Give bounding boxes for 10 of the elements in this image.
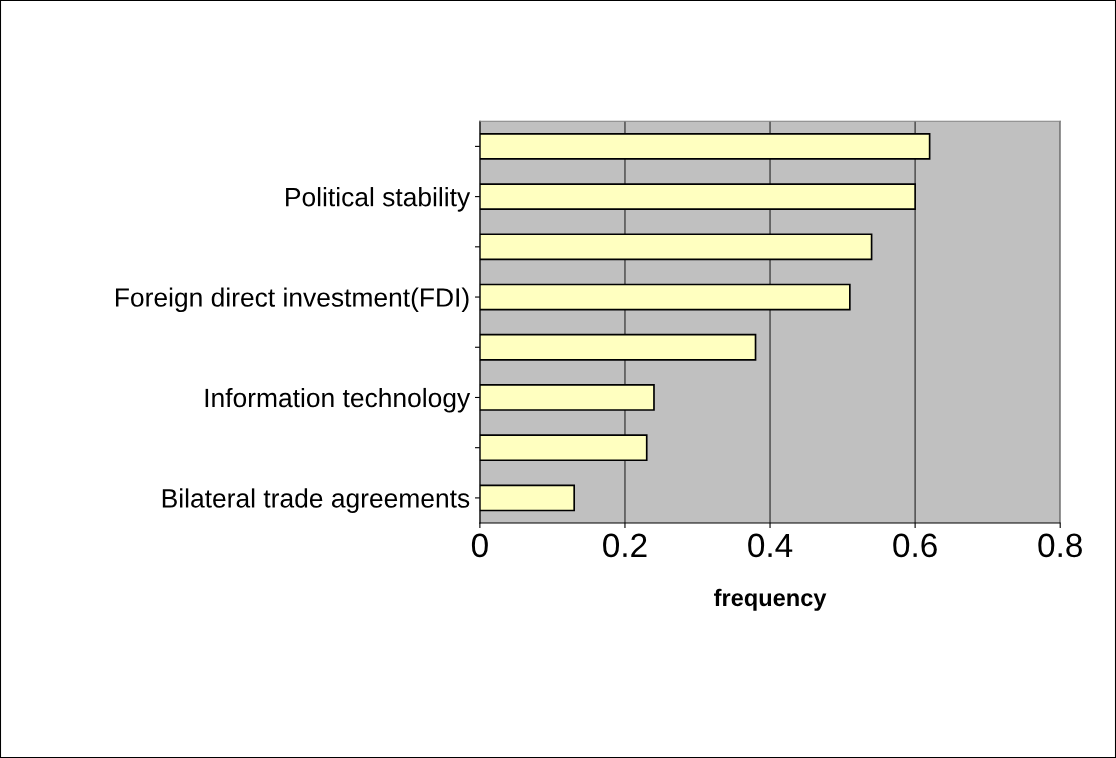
- x-axis-title: frequency: [714, 588, 827, 611]
- y-tick-label: Information technology: [205, 387, 471, 413]
- y-tick-label: Political stability: [286, 187, 471, 212]
- x-tick-label: 0: [471, 533, 488, 558]
- x-tick-label: 0.2: [603, 533, 647, 558]
- x-tick-label: 0.6: [893, 533, 937, 558]
- x-tick-label: 0.4: [748, 533, 793, 558]
- x-tick-label: 0.8: [1038, 533, 1082, 558]
- y-tick-label: Bilateral trade agreements: [162, 488, 470, 513]
- y-tick-label: Foreign direct investment(FDI): [115, 287, 469, 313]
